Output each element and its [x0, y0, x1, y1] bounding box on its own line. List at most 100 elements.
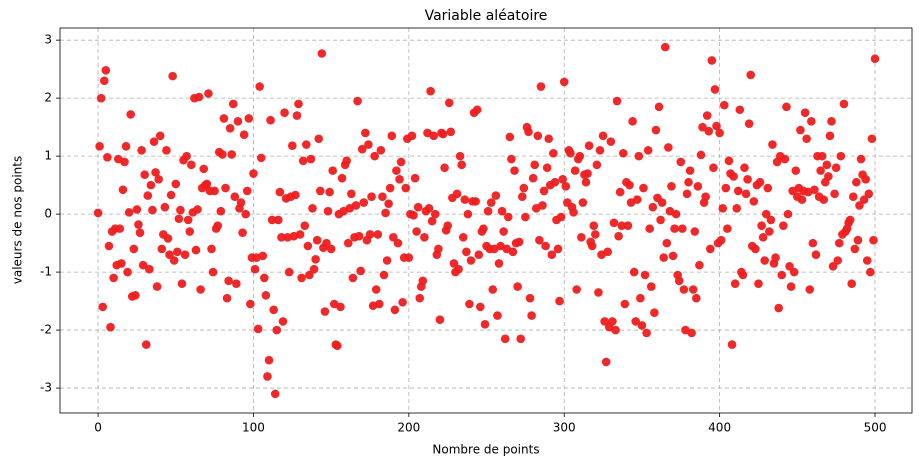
point [238, 228, 247, 237]
point [710, 85, 720, 94]
point [824, 172, 833, 181]
point [101, 66, 111, 75]
point [572, 285, 581, 294]
point [132, 205, 142, 214]
point [850, 244, 860, 254]
point [861, 175, 870, 184]
point [808, 238, 818, 248]
point [387, 131, 397, 141]
point [786, 282, 796, 291]
point [845, 215, 855, 225]
point [684, 177, 693, 187]
point [598, 131, 608, 141]
point [306, 154, 316, 164]
point [494, 259, 504, 268]
point [227, 150, 237, 159]
point [811, 250, 821, 260]
point [774, 303, 783, 313]
point [165, 250, 174, 260]
point [420, 233, 429, 242]
point [173, 247, 182, 257]
point [191, 245, 201, 255]
point [516, 334, 526, 344]
y-tick-label: 3 [44, 33, 52, 47]
point [389, 233, 398, 242]
point [328, 166, 338, 175]
point [120, 157, 129, 167]
point [260, 273, 269, 283]
point [643, 146, 653, 155]
point [817, 151, 827, 161]
point [250, 264, 260, 274]
point [584, 141, 594, 151]
point [595, 146, 605, 155]
point [558, 175, 567, 184]
y-tick-label: 1 [44, 149, 52, 163]
point [207, 244, 216, 254]
point [409, 210, 418, 220]
point [364, 140, 373, 149]
point [412, 227, 421, 236]
point [810, 185, 819, 195]
point [508, 247, 518, 257]
point [351, 201, 361, 210]
point [348, 273, 358, 283]
point [751, 244, 760, 254]
point [134, 220, 143, 229]
point [765, 227, 774, 236]
point [438, 129, 448, 139]
point [609, 218, 619, 228]
point [855, 201, 864, 210]
point [155, 131, 165, 141]
point [261, 290, 271, 300]
point [738, 270, 748, 280]
point [314, 134, 324, 144]
point [819, 195, 829, 204]
point [337, 173, 347, 183]
point [732, 204, 742, 213]
point [696, 150, 706, 160]
point [148, 205, 157, 215]
point [385, 183, 395, 193]
point [782, 102, 791, 112]
point [176, 205, 185, 215]
point [521, 212, 530, 222]
point [695, 260, 704, 270]
point [685, 166, 695, 175]
y-tick-label: -3 [40, 381, 52, 395]
point [325, 187, 334, 197]
point [724, 156, 734, 166]
point [561, 181, 571, 191]
point [98, 302, 108, 312]
y-tick-label: -2 [40, 323, 52, 337]
point [123, 267, 132, 277]
point [342, 156, 351, 166]
point [370, 151, 379, 161]
point [581, 177, 591, 187]
point [151, 168, 160, 177]
point [270, 389, 280, 399]
point [407, 131, 417, 141]
point [160, 202, 170, 212]
point [266, 115, 275, 125]
y-tick-label: 2 [44, 91, 52, 105]
point [392, 166, 401, 175]
point [676, 157, 686, 167]
point [455, 151, 465, 161]
point [620, 299, 630, 309]
point [646, 282, 656, 291]
plot-frame [59, 27, 913, 414]
point [693, 181, 703, 191]
point [131, 290, 140, 300]
point [525, 293, 535, 303]
point [280, 108, 289, 117]
point [154, 175, 163, 184]
point [312, 235, 322, 245]
point [513, 282, 522, 291]
point [754, 279, 763, 289]
point [427, 216, 437, 226]
point [741, 189, 751, 199]
point [141, 340, 151, 349]
axes: 0 100 200 300 400 500 -3 -2 -1 0 1 2 3 [40, 33, 886, 435]
point [721, 183, 731, 193]
